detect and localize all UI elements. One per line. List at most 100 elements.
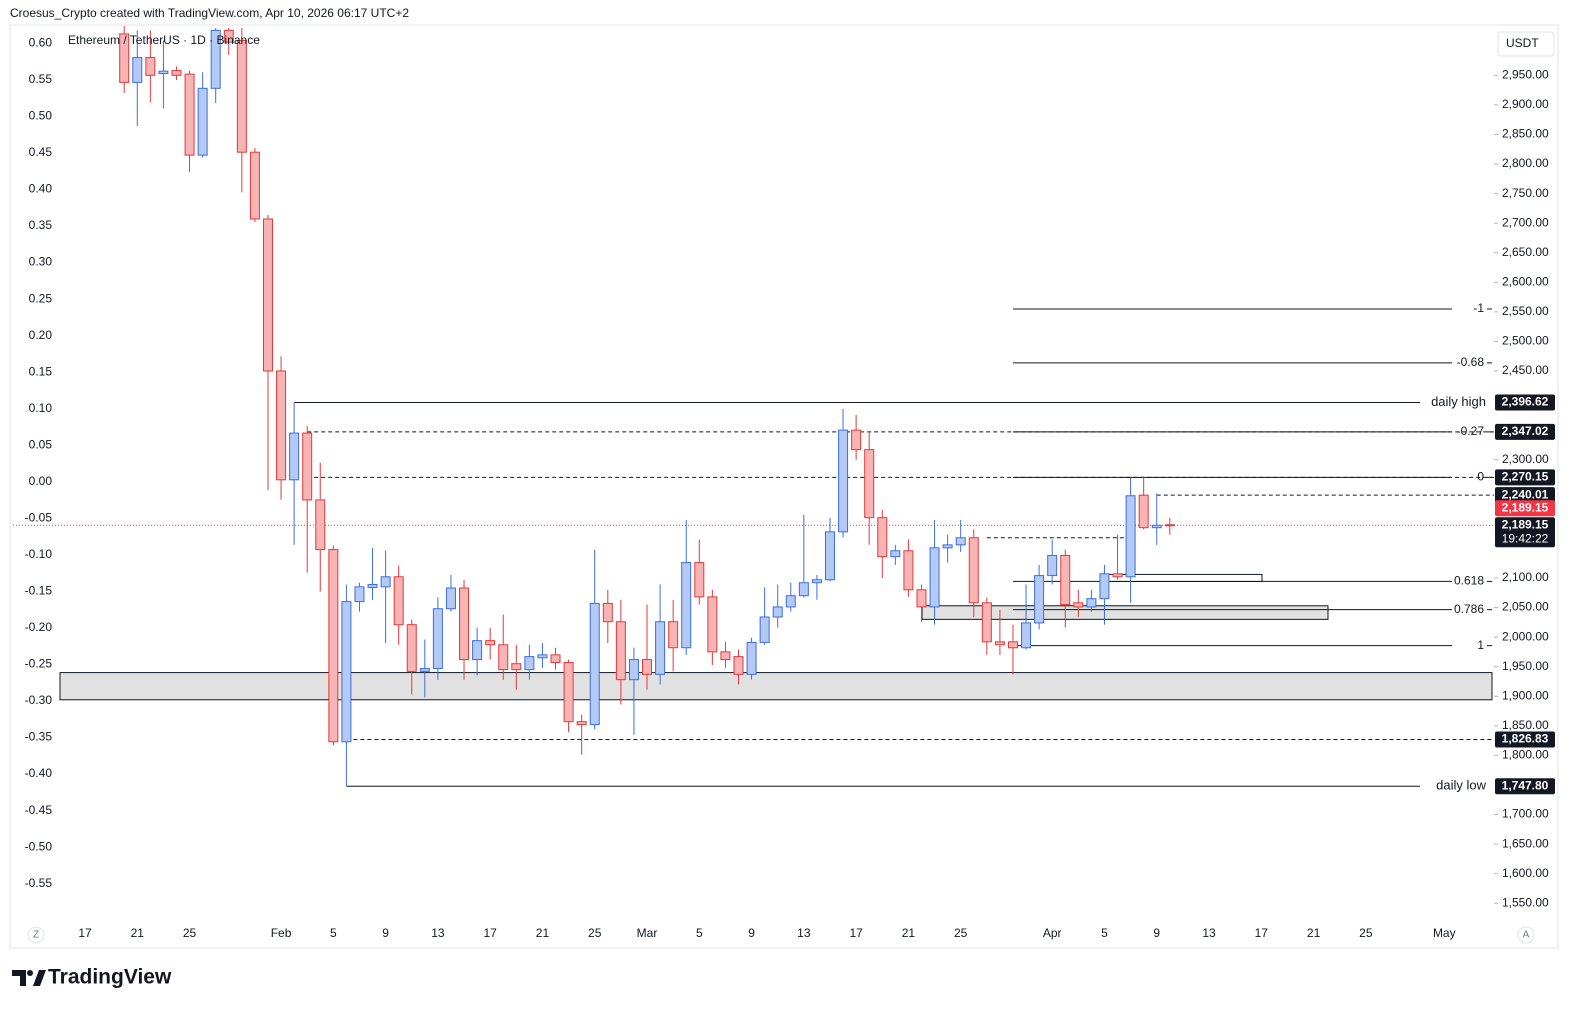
- y-tick-label: 2,450.00: [1502, 363, 1549, 377]
- x-tick-label: 5: [1101, 926, 1108, 940]
- x-tick-label: 21: [902, 926, 916, 940]
- plot-area: [11, 26, 1494, 787]
- x-tick-label: 9: [382, 926, 389, 940]
- y-tick-label: 1,700.00: [1502, 807, 1549, 821]
- candle-body: [733, 656, 744, 675]
- level-name: daily high: [1431, 394, 1486, 409]
- candle-body: [445, 587, 456, 610]
- y2-tick-label: 0.55: [29, 72, 53, 86]
- fib-label: 0.786: [1454, 602, 1484, 616]
- fib-label: 0.618: [1454, 574, 1484, 588]
- candle-body: [942, 544, 953, 549]
- candle-body: [302, 432, 313, 501]
- candle-body: [1047, 554, 1058, 577]
- y2-tick-label: -0.30: [25, 693, 53, 707]
- currency-box[interactable]: [1497, 31, 1555, 57]
- scale-button-label[interactable]: A: [1523, 930, 1530, 941]
- candle-body: [968, 537, 979, 604]
- y-tick-label: 2,950.00: [1502, 67, 1549, 81]
- candle-body: [864, 449, 875, 519]
- x-tick-label: 17: [483, 926, 497, 940]
- y2-tick-label: -0.50: [25, 839, 53, 853]
- currency[interactable]: USDT: [1506, 36, 1539, 50]
- candle-body: [628, 659, 639, 681]
- price-label: 2,396.62: [1502, 395, 1549, 409]
- price-label-box: [1495, 778, 1555, 795]
- candle-body: [655, 621, 666, 675]
- y-tick-label: 2,900.00: [1502, 97, 1549, 111]
- candle-body: [158, 70, 169, 75]
- y-tick-label: 2,700.00: [1502, 215, 1549, 229]
- y2-tick-label: 0.10: [29, 401, 53, 415]
- x-tick-label: 5: [696, 926, 703, 940]
- candle-body: [367, 583, 378, 588]
- price-label-box: [1495, 394, 1555, 411]
- candle-body: [432, 608, 443, 669]
- candle-body: [1060, 554, 1071, 606]
- candle-body: [994, 641, 1005, 646]
- scale-button[interactable]: [1517, 926, 1535, 944]
- candle-body: [824, 531, 835, 581]
- candle-body: [262, 218, 273, 372]
- x-tick-label: 13: [431, 926, 445, 940]
- candle-body: [472, 640, 483, 661]
- candle-body: [1073, 602, 1084, 608]
- y2-tick-label: 0.40: [29, 182, 53, 196]
- candle-body: [132, 57, 143, 83]
- x-tick-label: 9: [748, 926, 755, 940]
- x-tick-label: Feb: [271, 926, 292, 940]
- candle-body: [459, 587, 470, 661]
- brand: TradingView: [48, 966, 172, 989]
- y2-tick-label: -0.55: [25, 876, 53, 890]
- y-tick-label: 1,800.00: [1502, 748, 1549, 762]
- candle-body: [236, 39, 247, 153]
- y2-tick-label: -0.05: [25, 510, 53, 524]
- candle-body: [642, 659, 653, 675]
- candle-body: [838, 429, 849, 533]
- y-tick-label: 2,550.00: [1502, 304, 1549, 318]
- candle-body: [877, 517, 888, 558]
- candle-body: [223, 29, 234, 43]
- level-name: daily low: [1436, 778, 1486, 793]
- candle-body: [393, 576, 404, 626]
- candle-body: [1007, 641, 1018, 649]
- candle-body: [289, 432, 300, 481]
- fib-label: 0: [1477, 470, 1484, 484]
- x-tick-label: 25: [954, 926, 968, 940]
- price-label: 2,270.15: [1502, 470, 1549, 484]
- y-tick-label: 1,900.00: [1502, 688, 1549, 702]
- x-tick-label: 25: [588, 926, 602, 940]
- scale-button-label[interactable]: Z: [33, 930, 39, 941]
- price-label: 2,240.01: [1502, 487, 1549, 501]
- y-tick-label: 1,950.00: [1502, 659, 1549, 673]
- candle-body: [576, 721, 587, 726]
- candle-body: [785, 595, 796, 608]
- candle-body: [759, 616, 770, 643]
- candle-body: [707, 596, 718, 653]
- y-tick-label: 2,750.00: [1502, 186, 1549, 200]
- candle-body: [981, 602, 992, 643]
- y-tick-label: 2,600.00: [1502, 274, 1549, 288]
- x-tick-label: 13: [797, 926, 811, 940]
- y-tick-label: 1,850.00: [1502, 718, 1549, 732]
- x-tick-label: 21: [131, 926, 145, 940]
- symbol-legend: Ethereum / TetherUS · 1D · Binance: [68, 33, 260, 47]
- candle-body: [890, 550, 901, 558]
- candle-body: [1151, 524, 1162, 529]
- y2-tick-label: 0.35: [29, 218, 53, 232]
- candle-body: [315, 499, 326, 551]
- candle-body: [485, 640, 496, 646]
- y2-tick-label: -0.25: [25, 657, 53, 671]
- scale-button[interactable]: [27, 926, 45, 944]
- candle-body: [602, 602, 613, 623]
- x-tick-label: 9: [1153, 926, 1160, 940]
- candle-body: [851, 429, 862, 451]
- fib-label: -1: [1473, 301, 1484, 315]
- candle-body: [681, 562, 692, 649]
- y2-tick-label: 0.00: [29, 474, 53, 488]
- candle-body: [550, 654, 561, 664]
- candle-body: [1138, 494, 1149, 529]
- y-tick-label: 2,500.00: [1502, 334, 1549, 348]
- candle-body: [615, 621, 626, 681]
